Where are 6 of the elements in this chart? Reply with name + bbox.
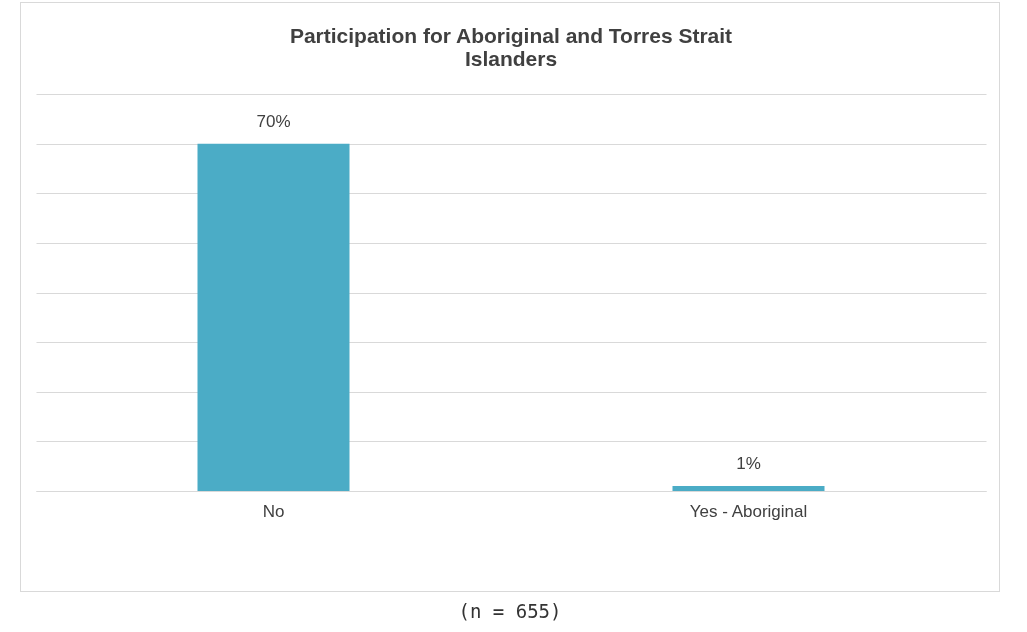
text: (n = 655) bbox=[457, 600, 563, 622]
x-tick-label: No bbox=[262, 501, 285, 521]
data-label: 70% bbox=[256, 111, 291, 131]
data-label: 1% bbox=[736, 454, 761, 474]
chart-title: Participation for Aboriginal and Torres Strait Islanders bbox=[289, 24, 733, 70]
x-tick-label: Yes - Aboriginal bbox=[689, 501, 808, 521]
